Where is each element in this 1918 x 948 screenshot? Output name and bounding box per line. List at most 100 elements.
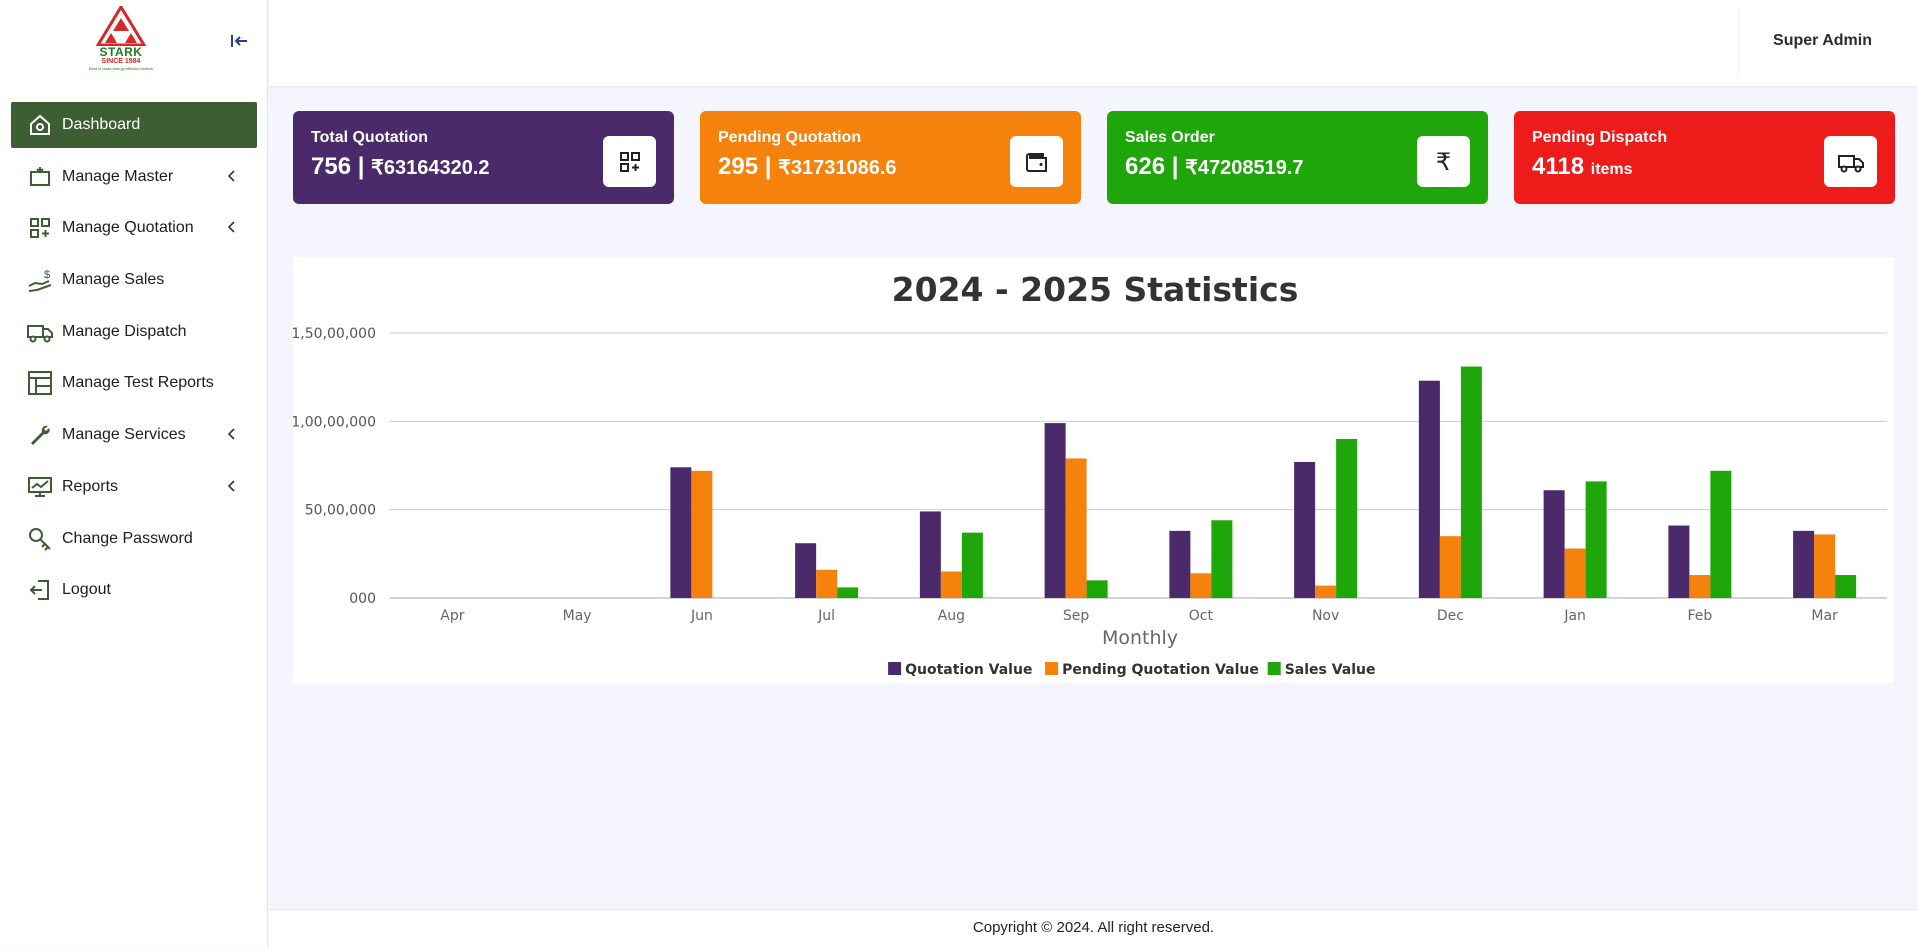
bar[interactable]: [919, 511, 941, 598]
sidebar-item-manage-dispatch[interactable]: Manage Dispatch: [11, 309, 257, 355]
rupee-icon: ₹: [1435, 147, 1452, 176]
hand-dollar-icon: $: [27, 267, 53, 293]
bar[interactable]: [1689, 575, 1711, 598]
legend-label[interactable]: Sales Value: [1285, 662, 1376, 678]
legend-label[interactable]: Quotation Value: [905, 662, 1032, 678]
card-title: Total Quotation: [311, 129, 429, 146]
bar[interactable]: [1585, 481, 1607, 598]
sidebar-nav: Dashboard Manage Master Manage Quotation…: [11, 102, 257, 619]
bar[interactable]: [1814, 534, 1836, 598]
bar[interactable]: [1710, 470, 1732, 598]
x-tick-label: Aug: [938, 608, 965, 624]
card-unit: items: [1590, 161, 1633, 178]
x-tick-label: Nov: [1312, 608, 1339, 624]
sidebar-item-manage-master[interactable]: Manage Master: [11, 154, 257, 200]
sidebar-item-manage-sales[interactable]: $ Manage Sales: [11, 257, 257, 303]
bar[interactable]: [691, 470, 713, 598]
bar[interactable]: [1668, 525, 1690, 598]
bar[interactable]: [1439, 536, 1461, 598]
x-tick-label: Jun: [690, 608, 713, 624]
bar[interactable]: [940, 571, 962, 599]
card-count: 4118: [1532, 153, 1585, 180]
card-total-quotation[interactable]: Total Quotation 756 | ₹63164320.2: [293, 111, 674, 204]
bar[interactable]: [816, 569, 838, 598]
svg-text:$: $: [44, 269, 50, 281]
x-tick-label: Feb: [1687, 608, 1712, 624]
bar[interactable]: [795, 543, 817, 598]
bar[interactable]: [1418, 380, 1440, 598]
bar[interactable]: [837, 587, 859, 598]
x-tick-label: Jan: [1563, 608, 1586, 624]
logout-icon: [27, 577, 53, 603]
bar[interactable]: [961, 532, 983, 598]
bar[interactable]: [1793, 530, 1815, 598]
y-tick-label: 1,00,00,000: [293, 414, 376, 430]
bar[interactable]: [1044, 423, 1066, 598]
x-tick-label: Jul: [817, 608, 835, 624]
legend-swatch[interactable]: [1045, 662, 1059, 675]
top-header: Super Admin: [269, 0, 1918, 86]
bar[interactable]: [1835, 575, 1857, 598]
y-tick-label: 1,50,00,000: [293, 326, 376, 342]
sidebar-item-change-password[interactable]: Change Password: [11, 516, 257, 562]
x-tick-label: Sep: [1063, 608, 1090, 624]
sidebar-item-label: Manage Master: [62, 167, 174, 185]
bar[interactable]: [1315, 585, 1337, 598]
card-value: 4118 items: [1532, 153, 1895, 181]
card-amount: ₹31731086.6: [778, 157, 897, 179]
card-sales-order[interactable]: Sales Order 626 | ₹47208519.7 ₹: [1107, 111, 1488, 204]
sidebar-item-label: Reports: [62, 477, 119, 495]
sidebar-collapse-button[interactable]: [226, 28, 252, 54]
x-tick-label: May: [563, 608, 592, 624]
y-tick-label: 50,00,000: [305, 503, 376, 519]
bar[interactable]: [1086, 580, 1108, 598]
chevron-left-icon: [227, 480, 235, 492]
bar[interactable]: [1460, 366, 1482, 598]
sidebar-item-manage-services[interactable]: Manage Services: [11, 412, 257, 458]
card-pending-quotation[interactable]: Pending Quotation 295 | ₹31731086.6: [700, 111, 1081, 204]
user-menu[interactable]: Super Admin: [1773, 32, 1872, 49]
master-icon: [27, 164, 53, 190]
sidebar-item-manage-test-reports[interactable]: Manage Test Reports: [11, 360, 257, 406]
footer: Copyright © 2024. All right reserved.: [269, 909, 1918, 948]
card-value: 295 | ₹31731086.6: [718, 153, 1081, 181]
card-count: 295: [718, 153, 759, 180]
legend-swatch[interactable]: [1267, 662, 1281, 675]
y-tick-label: 000: [349, 591, 376, 607]
bar[interactable]: [670, 467, 692, 598]
truck-icon: [27, 319, 53, 345]
wallet-icon: [1025, 152, 1047, 172]
sidebar-item-logout[interactable]: Logout: [11, 567, 257, 613]
sidebar-item-manage-quotation[interactable]: Manage Quotation: [11, 205, 257, 251]
legend-label[interactable]: Pending Quotation Value: [1062, 662, 1259, 678]
grid-plus-icon: [27, 215, 53, 241]
sidebar-item-label: Manage Quotation: [62, 219, 194, 237]
brand-since: SINCE 1984: [101, 58, 141, 65]
card-value: 756 | ₹63164320.2: [311, 153, 674, 181]
bar[interactable]: [1190, 573, 1212, 598]
wrench-icon: [27, 422, 53, 448]
card-separator: |: [351, 153, 372, 180]
sidebar-item-reports[interactable]: Reports: [11, 464, 257, 510]
sidebar-item-dashboard[interactable]: Dashboard: [11, 102, 257, 148]
legend-swatch[interactable]: [888, 662, 902, 675]
bar[interactable]: [1564, 548, 1586, 598]
x-tick-label: Dec: [1437, 608, 1464, 624]
brand-logo[interactable]: STARK SINCE 1984 Best in class energy ef…: [76, 6, 166, 82]
card-amount: ₹63164320.2: [371, 157, 490, 179]
x-tick-label: Apr: [440, 608, 464, 624]
bar[interactable]: [1169, 530, 1191, 598]
card-separator: |: [758, 153, 779, 180]
statistics-chart: 2024 - 2025 Statistics 000 50,00,000 1,00,…: [293, 257, 1894, 683]
bar[interactable]: [1065, 458, 1087, 598]
grid-plus-icon: [619, 151, 640, 172]
bar[interactable]: [1211, 520, 1233, 598]
bar[interactable]: [1336, 439, 1358, 598]
table-icon: [27, 370, 53, 396]
card-pending-dispatch[interactable]: Pending Dispatch 4118 items: [1514, 111, 1895, 204]
bar[interactable]: [1294, 461, 1316, 598]
card-icon-box: [603, 136, 656, 187]
bar[interactable]: [1543, 490, 1565, 598]
logo-triangle-mark: [95, 6, 147, 46]
card-title: Pending Dispatch: [1532, 129, 1668, 146]
